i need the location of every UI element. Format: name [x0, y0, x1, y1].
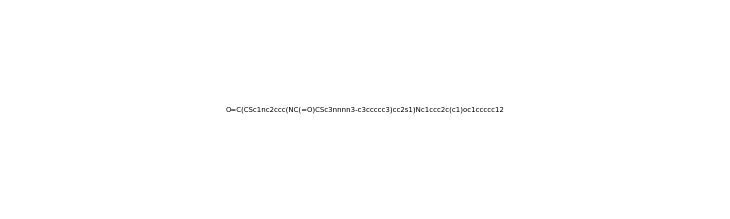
Text: O=C(CSc1nc2ccc(NC(=O)CSc3nnnn3-c3ccccc3)cc2s1)Nc1ccc2c(c1)oc1ccccc12: O=C(CSc1nc2ccc(NC(=O)CSc3nnnn3-c3ccccc3)…	[226, 106, 504, 113]
